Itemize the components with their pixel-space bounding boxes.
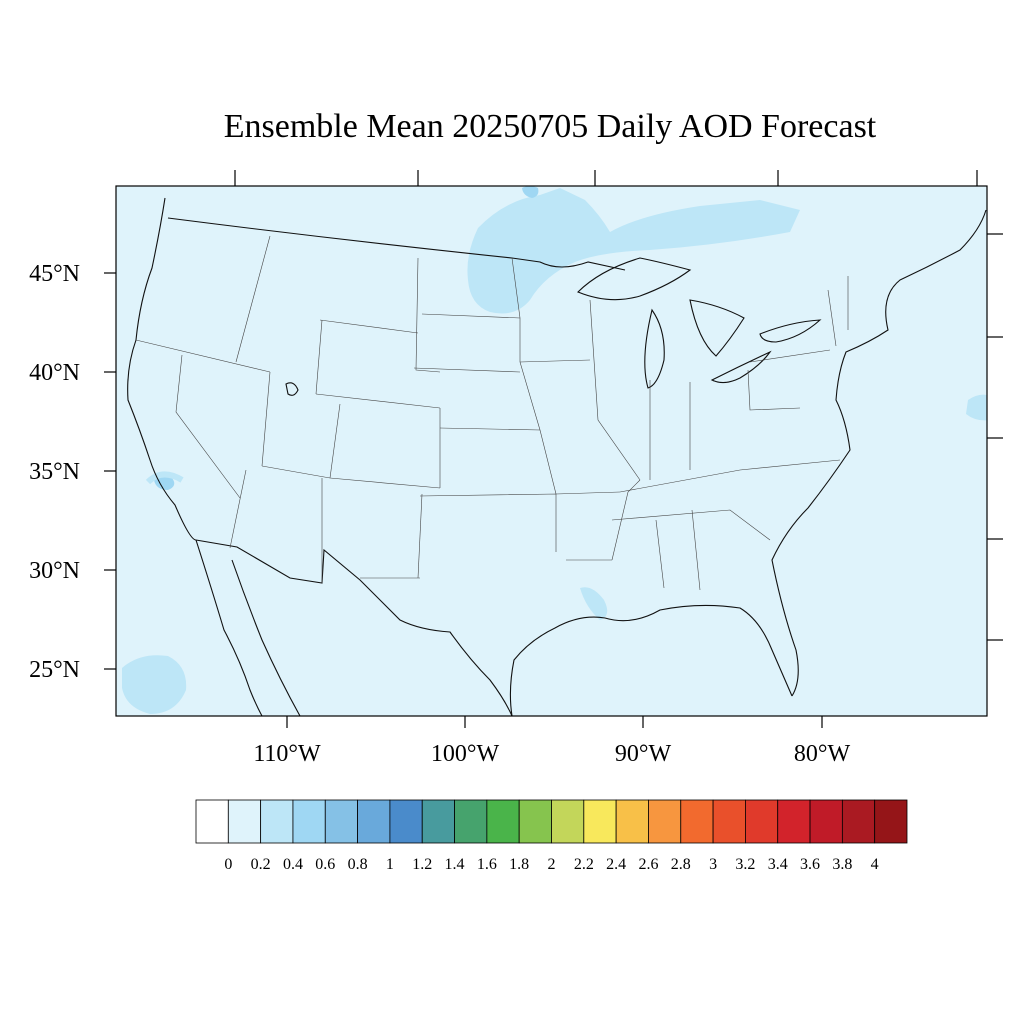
lat-label-35: 35°N <box>29 459 80 485</box>
lake-michigan <box>644 308 665 389</box>
colorbar-swatch <box>777 799 811 844</box>
colorbar-swatch <box>195 799 229 844</box>
baja-coastline <box>195 539 263 716</box>
colorbar-swatch <box>648 799 682 844</box>
gulf-coastline <box>509 604 793 716</box>
colorbar-label: 3.8 <box>832 856 852 873</box>
lake-erie <box>710 350 772 384</box>
colorbar-label: 2.4 <box>606 856 626 873</box>
colorbar-swatch <box>486 799 520 844</box>
colorbar-label: 3.2 <box>735 856 755 873</box>
colorbar-labels: 0 0.2 0.4 0.6 0.8 1 1.2 1.4 1.6 1.8 2 2.2 2.4 2.6 2.8 3… <box>224 856 878 873</box>
colorbar-swatch <box>583 799 617 844</box>
atlantic-offshore-patch <box>966 394 987 421</box>
aod-field <box>122 186 987 714</box>
state-borders <box>135 235 849 591</box>
colorbar-swatch <box>227 799 262 844</box>
colorbar-label: 0 <box>224 856 232 873</box>
lake-huron <box>689 299 745 357</box>
colorbar-label: 3 <box>709 856 717 873</box>
coastlines <box>127 197 987 716</box>
lat-labels: 45°N 40°N 35°N 30°N 25°N <box>29 261 80 683</box>
superior-dark-spot <box>522 186 539 198</box>
colorbar-label: 1 <box>386 856 394 873</box>
louisiana-coast-patch <box>580 587 608 620</box>
colorbar-label: 3.6 <box>800 856 820 873</box>
us-mexico-border <box>195 539 513 716</box>
lon-label-90: 90°W <box>615 741 672 767</box>
colorbar-swatch <box>454 799 488 844</box>
lon-label-100: 100°W <box>431 741 500 767</box>
colorbar-label: 0.8 <box>348 856 368 873</box>
colorbar-swatch <box>518 799 552 844</box>
colorbar <box>195 799 908 844</box>
colorbar-swatch <box>680 799 714 844</box>
lat-label-25: 25°N <box>29 657 80 683</box>
colorbar-swatch <box>841 799 876 844</box>
colorbar-label: 0.2 <box>251 856 271 873</box>
lat-label-30: 30°N <box>29 558 80 584</box>
map-frame <box>115 185 988 717</box>
lon-labels: 110°W 100°W 90°W 80°W <box>253 741 850 767</box>
colorbar-label: 1.6 <box>477 856 497 873</box>
colorbar-label: 0.4 <box>283 856 303 873</box>
colorbar-swatch <box>874 799 908 844</box>
lake-superior <box>577 257 692 301</box>
colorbar-label: 3.4 <box>768 856 788 873</box>
colorbar-swatch <box>712 799 746 844</box>
colorbar-swatch <box>357 799 391 844</box>
us-canada-border <box>167 217 626 271</box>
los-angeles-spot <box>154 476 175 490</box>
los-angeles-halo <box>145 471 184 485</box>
lon-label-80: 80°W <box>794 741 851 767</box>
atlantic-coastline <box>771 209 987 697</box>
lat-label-45: 45°N <box>29 261 80 287</box>
colorbar-swatch <box>324 799 358 844</box>
colorbar-swatch <box>421 799 455 844</box>
colorbar-swatch <box>615 799 649 844</box>
lat-label-40: 40°N <box>29 360 80 386</box>
north-plains-plume <box>467 188 800 314</box>
lake-ontario <box>759 319 822 343</box>
colorbar-swatch <box>260 799 294 844</box>
map-title: Ensemble Mean 20250705 Daily AOD Forecas… <box>223 108 877 145</box>
lon-label-110: 110°W <box>253 741 321 767</box>
gulf-of-california <box>231 559 301 716</box>
colorbar-swatch <box>292 799 326 844</box>
colorbar-label: 2.6 <box>638 856 658 873</box>
colorbar-label: 1.8 <box>509 856 529 873</box>
pacific-offshore-patch <box>122 655 187 714</box>
lake-superior-plume <box>540 238 581 260</box>
colorbar-label: 4 <box>871 856 879 873</box>
pacific-coastline <box>127 197 197 541</box>
colorbar-swatch <box>551 799 585 844</box>
colorbar-swatch <box>809 799 843 844</box>
colorbar-swatch <box>389 799 423 844</box>
colorbar-swatch <box>745 799 779 844</box>
map-ticks <box>104 170 1003 728</box>
colorbar-label: 1.4 <box>445 856 465 873</box>
great-salt-lake <box>285 382 299 396</box>
colorbar-label: 2.8 <box>671 856 691 873</box>
colorbar-label: 2 <box>548 856 556 873</box>
colorbar-label: 1.2 <box>412 856 432 873</box>
colorbar-label: 0.6 <box>315 856 335 873</box>
colorbar-label: 2.2 <box>574 856 594 873</box>
